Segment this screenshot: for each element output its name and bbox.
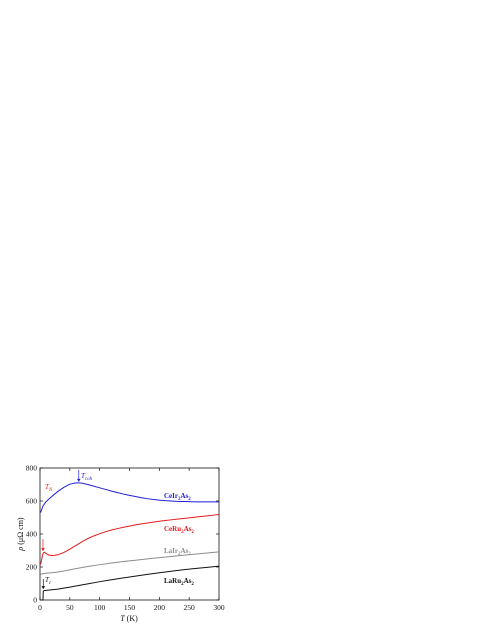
- annotation-label-T_coh: Tcoh: [81, 472, 93, 482]
- x-tick-label: 0: [38, 603, 42, 612]
- x-tick-label: 100: [94, 603, 106, 612]
- x-axis-title-var: T: [120, 614, 125, 623]
- series-line-LaIr2As2: [40, 551, 220, 575]
- y-tick-label: 600: [26, 497, 38, 506]
- y-tick-label: 0: [33, 596, 37, 605]
- annotation-arrowhead-T_N: [41, 548, 45, 552]
- axis-ticks: 0 50 100 150 200 250 300 0 200 400 600 800: [26, 464, 225, 612]
- annotation-arrowhead-T_coh: [76, 478, 81, 482]
- series-line-CeIr2As2: [40, 482, 219, 513]
- x-tick-label: 200: [154, 603, 166, 612]
- series-label-LaIr2As2: LaIr2As2: [164, 547, 191, 557]
- y-axis-title-var: ρ: [16, 547, 25, 552]
- annotation-group: Tcoh TN Tc: [41, 469, 93, 590]
- x-tick-label: 150: [124, 603, 136, 612]
- y-tick-label: 200: [26, 563, 38, 572]
- x-tick-label: 300: [213, 603, 225, 612]
- y-axis-title: ρ (μΩ cm): [16, 517, 25, 552]
- annotation-label-T_N: TN: [45, 483, 53, 493]
- series-label-CeRu2As2: CeRu2As2: [164, 525, 194, 535]
- annotation-label-T_c: Tc: [45, 576, 52, 586]
- y-tick-label: 800: [26, 464, 38, 473]
- y-axis-title-unit: (μΩ cm): [16, 517, 25, 547]
- x-tick-label: 50: [66, 603, 74, 612]
- series-line-LaRu2As2: [40, 565, 220, 601]
- series-label-LaRu2As2: LaRu2As2: [164, 577, 194, 587]
- y-tick-label: 400: [26, 530, 38, 539]
- series-label-CeIr2As2: CeIr2As2: [164, 492, 191, 502]
- x-axis-title: T (K): [120, 614, 138, 623]
- x-axis-title-unit: (K): [125, 614, 138, 623]
- x-tick-label: 250: [184, 603, 196, 612]
- series-group: CeIr2As2 CeRu2As2 LaIr2As2 LaRu2As2: [40, 482, 220, 601]
- annotation-arrowhead-T_c: [41, 586, 46, 590]
- series-line-CeRu2As2: [40, 514, 220, 565]
